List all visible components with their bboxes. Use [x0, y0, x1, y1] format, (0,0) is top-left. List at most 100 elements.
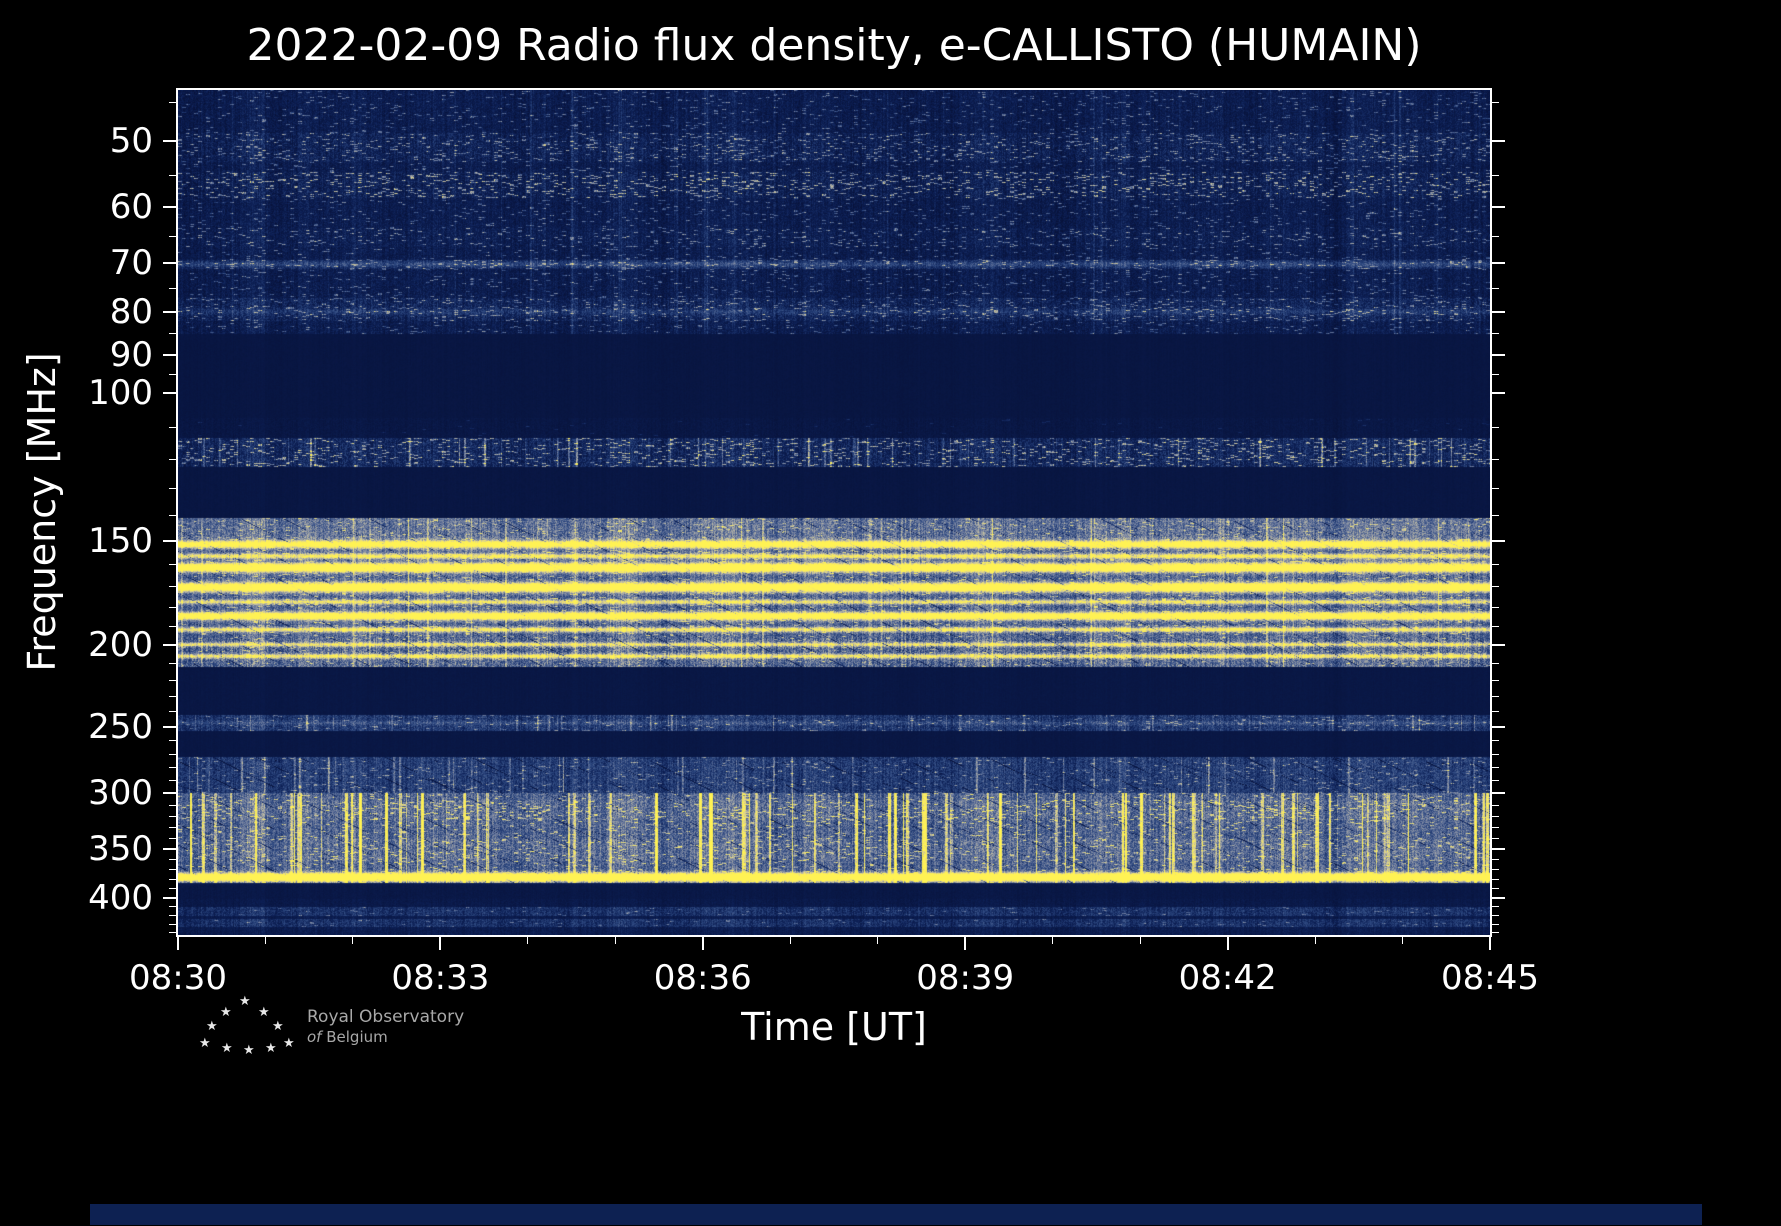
tick-mark: [1492, 858, 1499, 860]
tick-mark: [1139, 937, 1141, 944]
tick-mark: [163, 310, 176, 313]
y-tick-label: 150: [88, 520, 153, 561]
rob-logo-of: of: [307, 1028, 322, 1046]
tick-mark: [527, 937, 529, 944]
x-tick-label: 08:42: [1178, 958, 1277, 998]
tick-mark: [169, 585, 176, 587]
tick-mark: [877, 937, 879, 944]
tick-mark: [1492, 915, 1499, 917]
tick-mark: [169, 767, 176, 769]
tick-mark: [177, 937, 179, 950]
y-tick-label: 90: [109, 334, 153, 375]
tick-mark: [169, 804, 176, 806]
rob-logo-text: Royal Observatory of Belgium: [307, 1007, 464, 1047]
tick-mark: [1492, 392, 1505, 395]
star-icon: ★: [239, 994, 251, 1009]
tick-mark: [1492, 878, 1499, 880]
tick-mark: [163, 725, 176, 728]
spectrogram-canvas: [178, 90, 1490, 935]
tick-mark: [169, 827, 176, 829]
tick-mark: [169, 287, 176, 289]
tick-mark: [1052, 937, 1054, 944]
tick-mark: [1492, 740, 1499, 742]
tick-mark: [439, 937, 442, 950]
y-tick-label: 200: [88, 625, 153, 666]
tick-mark: [1492, 585, 1499, 587]
tick-mark: [169, 915, 176, 917]
tick-mark: [701, 937, 704, 950]
tick-mark: [169, 488, 176, 490]
tick-mark: [264, 937, 266, 944]
y-tick-label: 50: [109, 120, 153, 161]
tick-mark: [1314, 937, 1316, 944]
y-tick-label: 80: [109, 291, 153, 332]
tick-mark: [169, 427, 176, 429]
tick-mark: [163, 896, 176, 899]
x-tick-label: 08:33: [391, 958, 490, 998]
tick-mark: [1402, 937, 1404, 944]
tick-mark: [1492, 711, 1499, 713]
tick-mark: [1492, 515, 1499, 517]
tick-mark: [169, 858, 176, 860]
tick-mark: [1492, 848, 1505, 851]
tick-mark: [1492, 932, 1499, 934]
tick-mark: [163, 139, 176, 142]
tick-mark: [169, 626, 176, 628]
rob-logo-line2: of Belgium: [307, 1027, 464, 1047]
tick-mark: [1492, 679, 1499, 681]
tick-mark: [1492, 262, 1505, 265]
tick-mark: [1492, 923, 1499, 925]
star-icon: ★: [221, 1041, 233, 1056]
star-icon: ★: [258, 1005, 270, 1020]
tick-mark: [1492, 427, 1499, 429]
y-tick-label: 70: [109, 243, 153, 284]
x-tick-label: 08:36: [653, 958, 752, 998]
tick-mark: [1492, 488, 1499, 490]
tick-mark: [1492, 754, 1499, 756]
tick-mark: [1489, 937, 1491, 950]
y-tick-label: 60: [109, 187, 153, 228]
tick-mark: [169, 780, 176, 782]
tick-mark: [1492, 626, 1499, 628]
rob-logo-line1: Royal Observatory: [307, 1007, 465, 1027]
tick-mark: [352, 937, 354, 944]
tick-mark: [169, 932, 176, 934]
tick-mark: [169, 662, 176, 664]
star-icon: ★: [220, 1005, 232, 1020]
bottom-strip: [90, 1204, 1702, 1225]
chart-title: 2022-02-09 Radio flux density, e-CALLIST…: [246, 20, 1422, 71]
tick-mark: [1492, 539, 1505, 542]
star-icon: ★: [206, 1019, 218, 1034]
plot-area: [176, 88, 1492, 937]
tick-mark: [169, 563, 176, 565]
tick-mark: [163, 792, 176, 795]
star-icon: ★: [272, 1019, 284, 1034]
tick-mark: [1492, 780, 1499, 782]
tick-mark: [1492, 662, 1499, 664]
tick-mark: [169, 235, 176, 237]
y-tick-label: 400: [88, 877, 153, 918]
tick-mark: [1492, 804, 1499, 806]
tick-mark: [169, 515, 176, 517]
tick-mark: [163, 392, 176, 395]
tick-mark: [1492, 906, 1499, 908]
rob-logo: ★ ★ ★ ★ ★ ★ ★ ★ ★ ★ Royal Observatory of Belgium: [195, 995, 615, 1065]
tick-mark: [1492, 868, 1499, 870]
tick-mark: [1492, 838, 1499, 840]
tick-mark: [1492, 888, 1499, 890]
tick-mark: [1492, 792, 1505, 795]
tick-mark: [169, 458, 176, 460]
x-tick-label: 08:39: [916, 958, 1015, 998]
tick-mark: [1492, 827, 1499, 829]
tick-mark: [169, 888, 176, 890]
tick-mark: [1492, 353, 1505, 356]
tick-mark: [1492, 310, 1505, 313]
tick-mark: [169, 174, 176, 176]
star-icon: ★: [243, 1043, 255, 1058]
tick-mark: [1492, 606, 1499, 608]
x-tick-label: 08:30: [129, 958, 227, 998]
tick-mark: [1226, 937, 1229, 950]
tick-mark: [169, 923, 176, 925]
tick-mark: [163, 848, 176, 851]
